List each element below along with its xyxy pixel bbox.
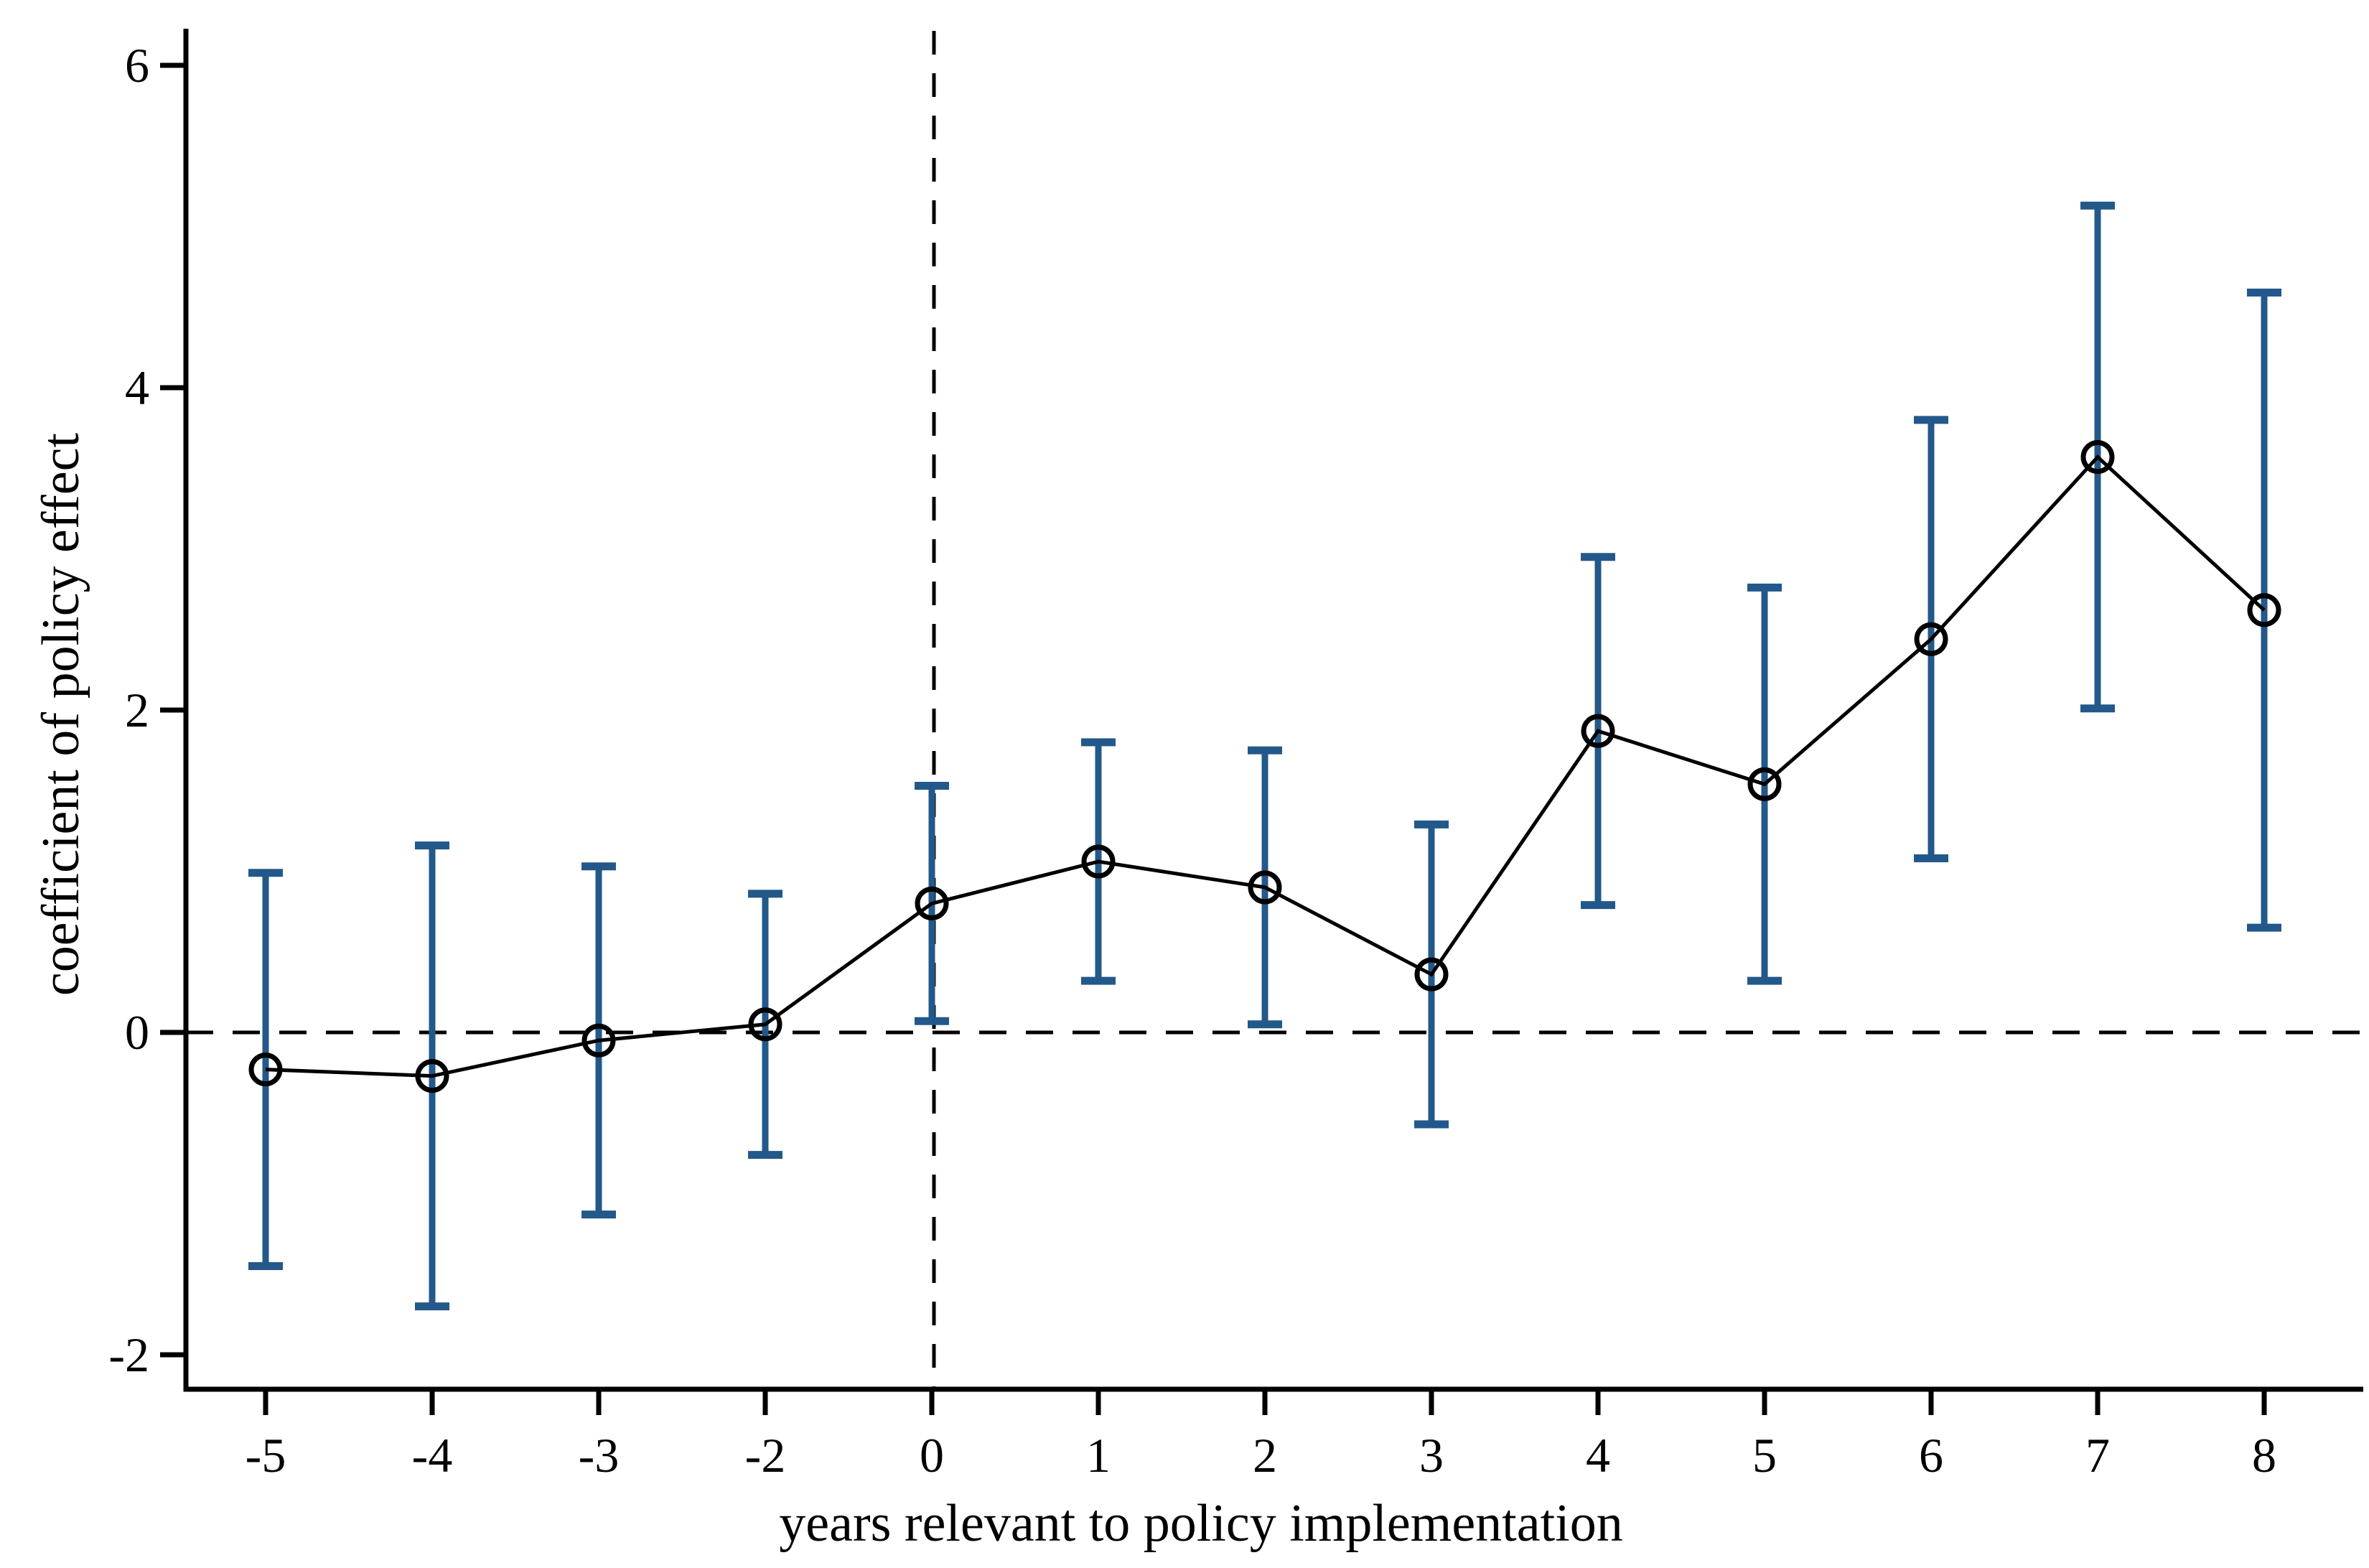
y-axis-tick-label: 0 [125,1005,149,1060]
x-axis-tick-label: -3 [579,1428,620,1483]
data-point-marker [415,1059,449,1093]
data-point-marker [1914,622,1948,656]
x-axis-tick-label: 5 [1752,1428,1777,1483]
x-axis-tick-label: 8 [2252,1428,2276,1483]
data-point-marker [1414,957,1449,991]
x-axis-tick-label: 3 [1419,1428,1444,1483]
estimate-line [265,454,2266,1078]
y-axis-title: coefficient of policy effect [32,432,90,996]
x-axis-tick-label: 0 [920,1428,944,1483]
x-axis-tick-label: 6 [1919,1428,1943,1483]
y-axis-tick-label: 2 [125,683,149,737]
data-point-marker [1581,714,1615,748]
y-axis-tick-label: 4 [125,360,149,415]
data-point-marker [915,886,949,920]
data-point-marker [2080,440,2115,475]
data-point-marker [248,1053,283,1087]
data-point-marker [1081,844,1116,879]
x-axis-tick-label: -4 [412,1428,453,1483]
data-point-marker [581,1023,616,1058]
x-axis-tick-label: 4 [1586,1428,1610,1483]
x-axis-tick-label: 1 [1086,1428,1111,1483]
y-axis-tick-label: 6 [125,38,149,93]
x-axis-tick-label: -2 [745,1428,786,1483]
data-point-marker [2247,593,2281,627]
data-point-marker [748,1007,782,1042]
y-axis-tick-label: -2 [108,1327,149,1382]
data-point-marker [1248,870,1282,905]
x-axis-tick-label: 7 [2085,1428,2110,1483]
x-axis-tick-label: -5 [246,1428,286,1483]
x-axis-title: years relevant to policy implementation [779,1494,1622,1553]
x-axis-tick-label: 2 [1253,1428,1277,1483]
data-point-marker [1747,767,1782,801]
